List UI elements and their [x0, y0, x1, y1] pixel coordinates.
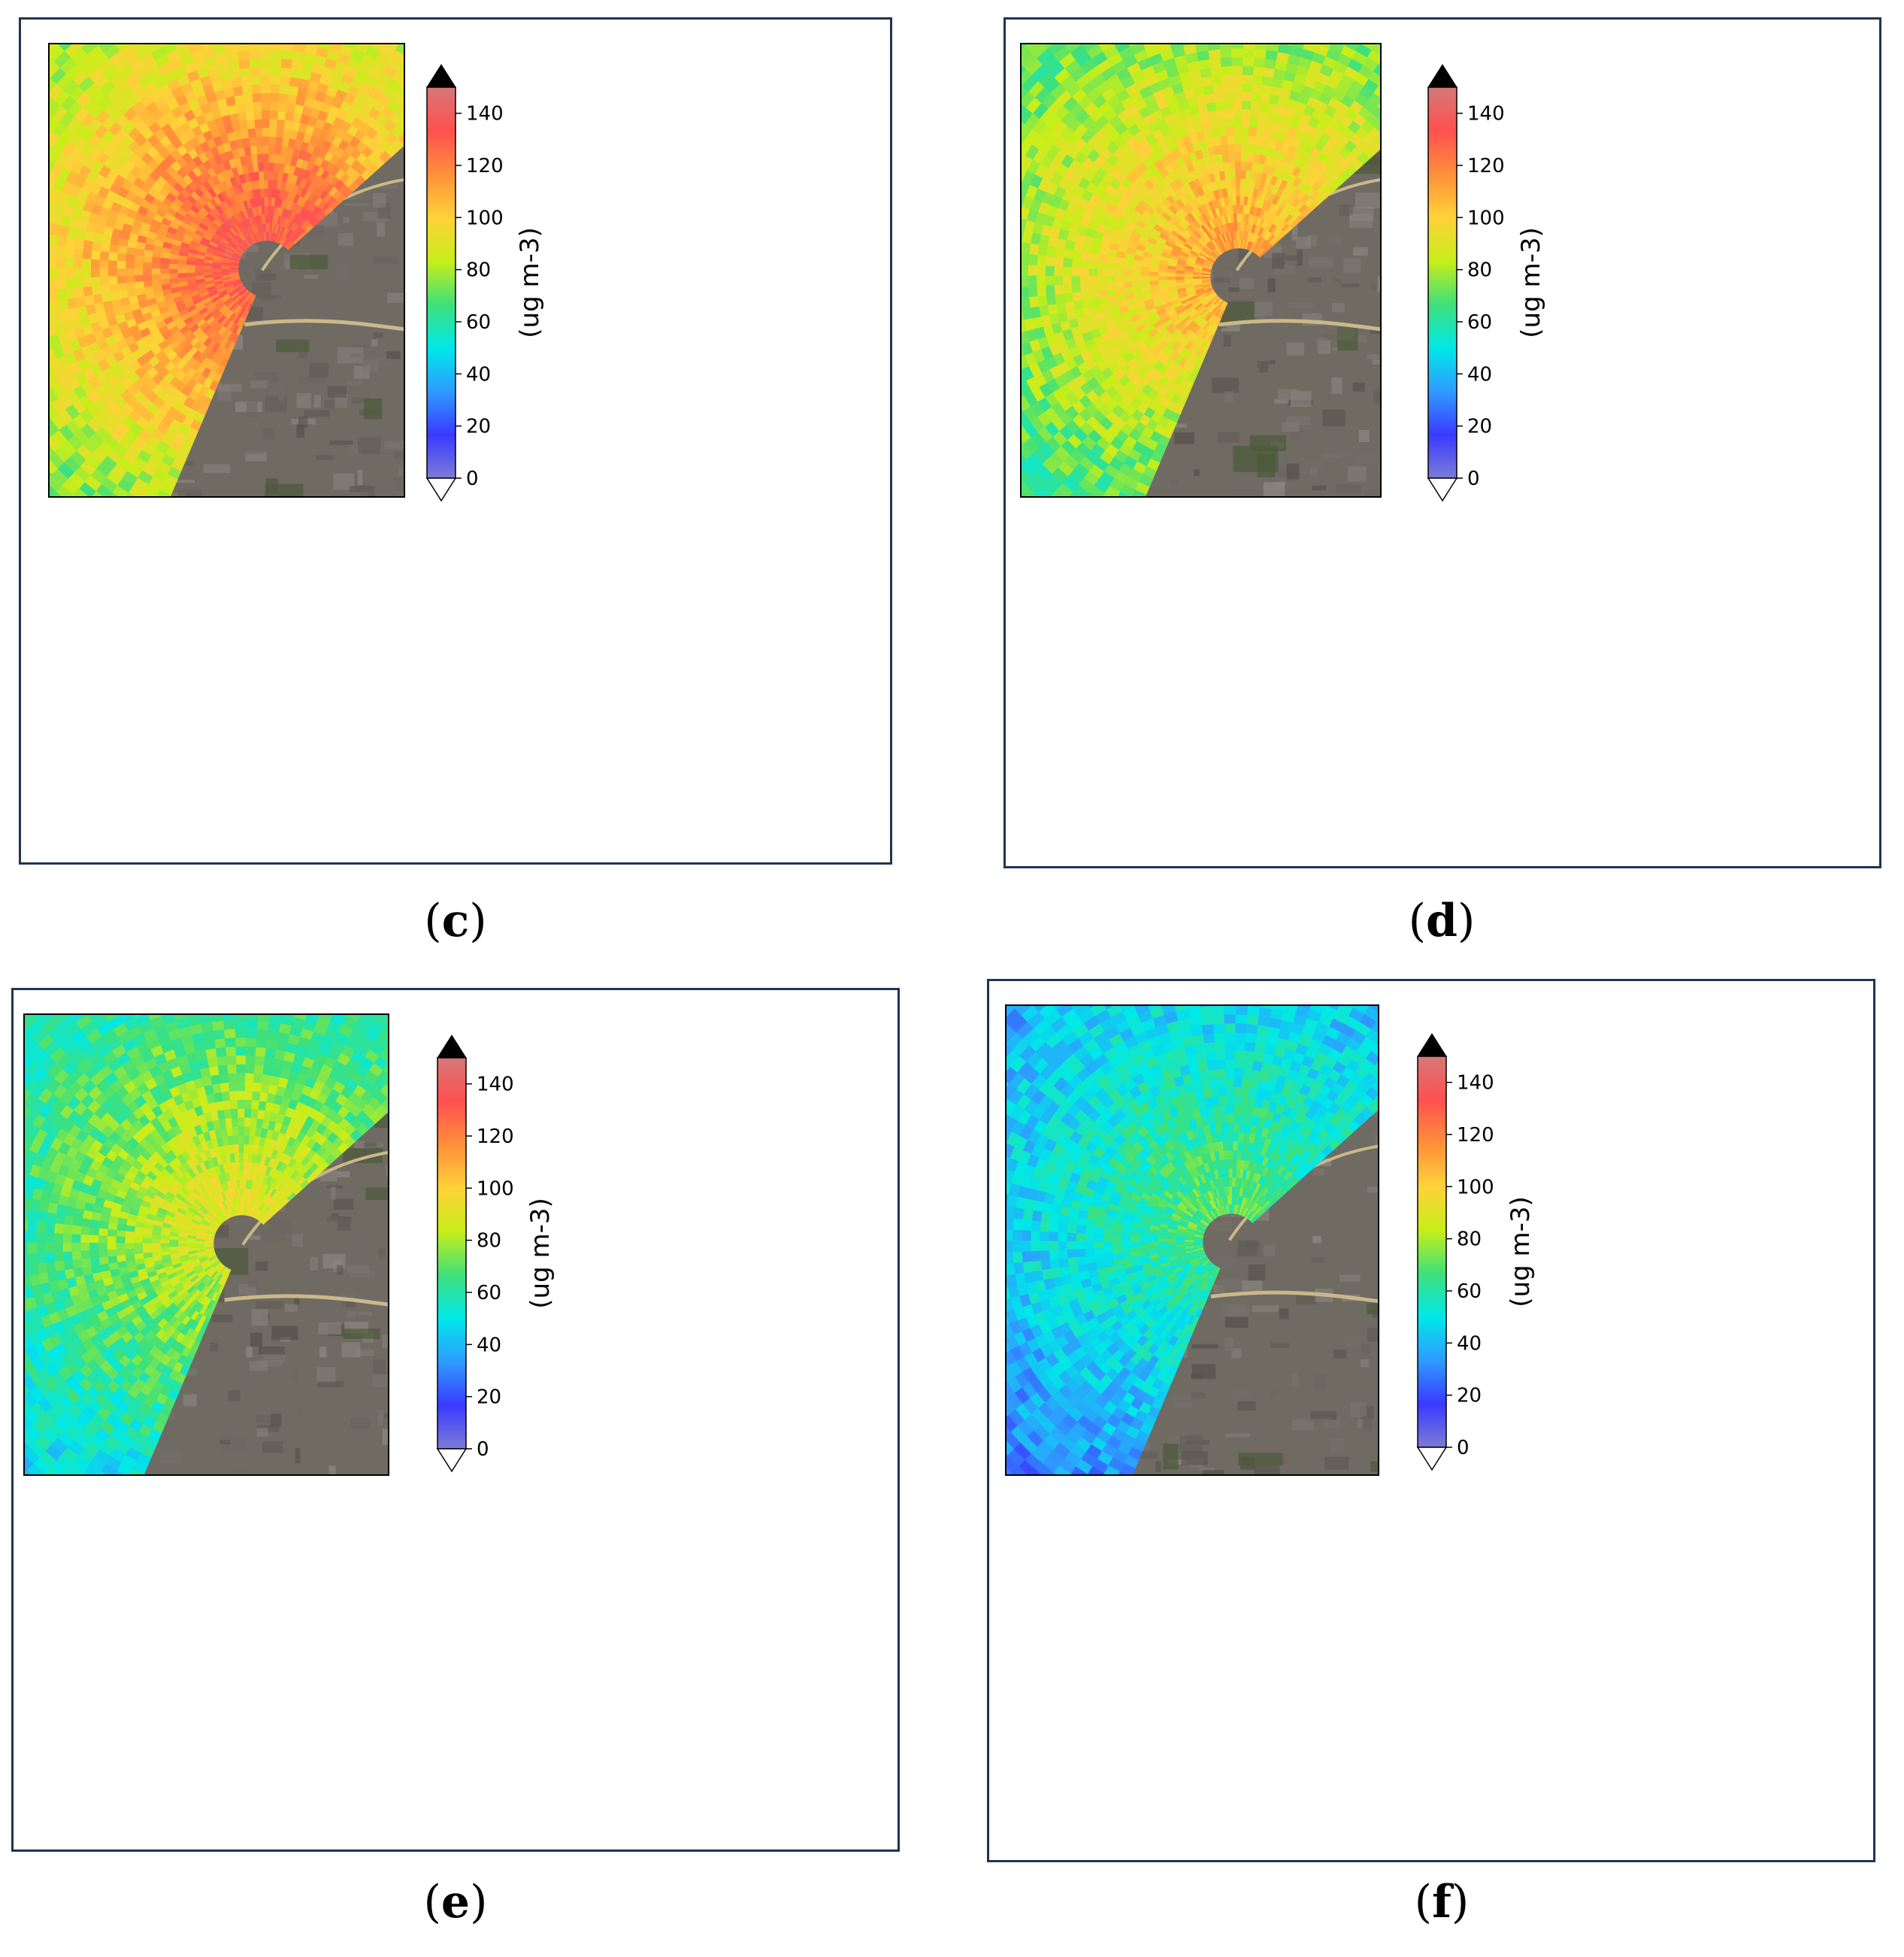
map-f: 0 20 40 60 80 100 120 140 (ug m-3) — [1005, 1004, 1536, 1476]
colorbar-tick-label: 20 — [466, 416, 491, 438]
panel-d: 0 20 40 60 80 100 120 140 (ug m-3) — [1003, 17, 1881, 868]
satellite-basemap — [49, 44, 404, 497]
colorbar: 0 20 40 60 80 100 120 140 (ug m-3) — [436, 1035, 555, 1473]
colorbar-extend-max — [437, 1035, 467, 1059]
colorbar-tick-label: 0 — [477, 1438, 489, 1461]
colorbar-tick-label: 0 — [466, 468, 479, 490]
colorbar: 0 20 40 60 80 100 120 140 (ug m-3) — [425, 64, 545, 502]
colorbar-tick-label: 60 — [477, 1282, 501, 1304]
caption-d: (d) — [1408, 895, 1476, 947]
colorbar-tick-label: 40 — [1467, 363, 1492, 386]
map-d: 0 20 40 60 80 100 120 140 (ug m-3) — [1020, 43, 1546, 502]
colorbar-tick-label: 100 — [1457, 1176, 1494, 1198]
colorbar-tick-label: 60 — [466, 311, 491, 334]
map-c: 0 20 40 60 80 100 120 140 (ug m-3) — [48, 43, 545, 502]
colorbar-label: (ug m-3) — [1516, 227, 1546, 338]
colorbar-tick-label: 140 — [477, 1074, 514, 1096]
caption-e-letter: e — [440, 1876, 471, 1928]
colorbar-label: (ug m-3) — [515, 227, 545, 338]
colorbar-tick-label: 120 — [1467, 155, 1505, 177]
pm-concentration-sector — [24, 1014, 389, 1475]
colorbar-tick-label: 140 — [466, 103, 504, 126]
colorbar-extend-min — [425, 477, 457, 502]
colorbar-extend-min — [1416, 1447, 1448, 1471]
colorbar-tick-label: 20 — [1457, 1385, 1482, 1407]
colorbar-tick-label: 120 — [466, 155, 504, 177]
satellite-basemap — [1006, 1005, 1379, 1475]
colorbar: 0 20 40 60 80 100 120 140 (ug m-3) — [1416, 1033, 1536, 1471]
colorbar-tick-label: 60 — [1457, 1280, 1482, 1303]
colorbar-extend-min — [1427, 477, 1458, 502]
caption-e: (e) — [423, 1876, 488, 1928]
pm-concentration-sector — [1006, 1005, 1379, 1475]
colorbar-tick-label: 0 — [1467, 468, 1480, 490]
colorbar-tick-label: 120 — [1457, 1124, 1494, 1147]
colorbar-tick-label: 60 — [1467, 311, 1492, 334]
caption-d-letter: d — [1426, 895, 1458, 947]
pm-concentration-sector — [1021, 44, 1381, 497]
colorbar-gradient — [437, 1057, 467, 1450]
colorbar-tick-label: 40 — [477, 1334, 501, 1356]
colorbar-extend-max — [1427, 64, 1458, 88]
colorbar-gradient — [1417, 1056, 1447, 1448]
colorbar-tick-label: 80 — [1457, 1228, 1482, 1251]
panel-e: 0 20 40 60 80 100 120 140 (ug m-3) — [11, 988, 900, 1852]
colorbar-label: (ug m-3) — [1506, 1196, 1536, 1307]
colorbar-tick-label: 20 — [1467, 416, 1492, 438]
panel-f: 0 20 40 60 80 100 120 140 (ug m-3) — [987, 979, 1875, 1862]
colorbar-tick-label: 40 — [1457, 1332, 1482, 1355]
colorbar-tick-label: 40 — [466, 363, 491, 386]
caption-f: (f) — [1414, 1876, 1470, 1928]
colorbar-tick-label: 120 — [477, 1125, 514, 1148]
caption-c-letter: c — [441, 895, 470, 947]
satellite-basemap — [1021, 44, 1381, 497]
colorbar-tick-label: 100 — [466, 207, 504, 229]
colorbar-tick-label: 80 — [477, 1230, 501, 1253]
caption-c: (c) — [424, 895, 487, 947]
colorbar-gradient — [1427, 86, 1458, 479]
colorbar-tick-label: 80 — [1467, 259, 1492, 282]
colorbar-tick-label: 20 — [477, 1386, 501, 1409]
colorbar: 0 20 40 60 80 100 120 140 (ug m-3) — [1427, 64, 1546, 502]
colorbar-extend-min — [436, 1448, 468, 1473]
caption-f-letter: f — [1432, 1876, 1451, 1928]
colorbar-tick-label: 140 — [1467, 103, 1505, 126]
colorbar-extend-max — [1417, 1033, 1447, 1057]
colorbar-extend-max — [426, 64, 456, 88]
colorbar-tick-label: 100 — [477, 1177, 514, 1200]
colorbar-tick-label: 140 — [1457, 1072, 1494, 1095]
colorbar-tick-label: 100 — [1467, 207, 1505, 229]
colorbar-label: (ug m-3) — [525, 1198, 555, 1309]
colorbar-tick-label: 0 — [1457, 1437, 1470, 1459]
pm-concentration-sector — [49, 44, 404, 497]
satellite-basemap — [24, 1014, 389, 1475]
colorbar-tick-label: 80 — [466, 259, 491, 282]
panel-c: 0 20 40 60 80 100 120 140 (ug m-3) — [19, 17, 892, 865]
map-e: 0 20 40 60 80 100 120 140 (ug m-3) — [23, 1013, 555, 1476]
colorbar-gradient — [426, 86, 456, 479]
